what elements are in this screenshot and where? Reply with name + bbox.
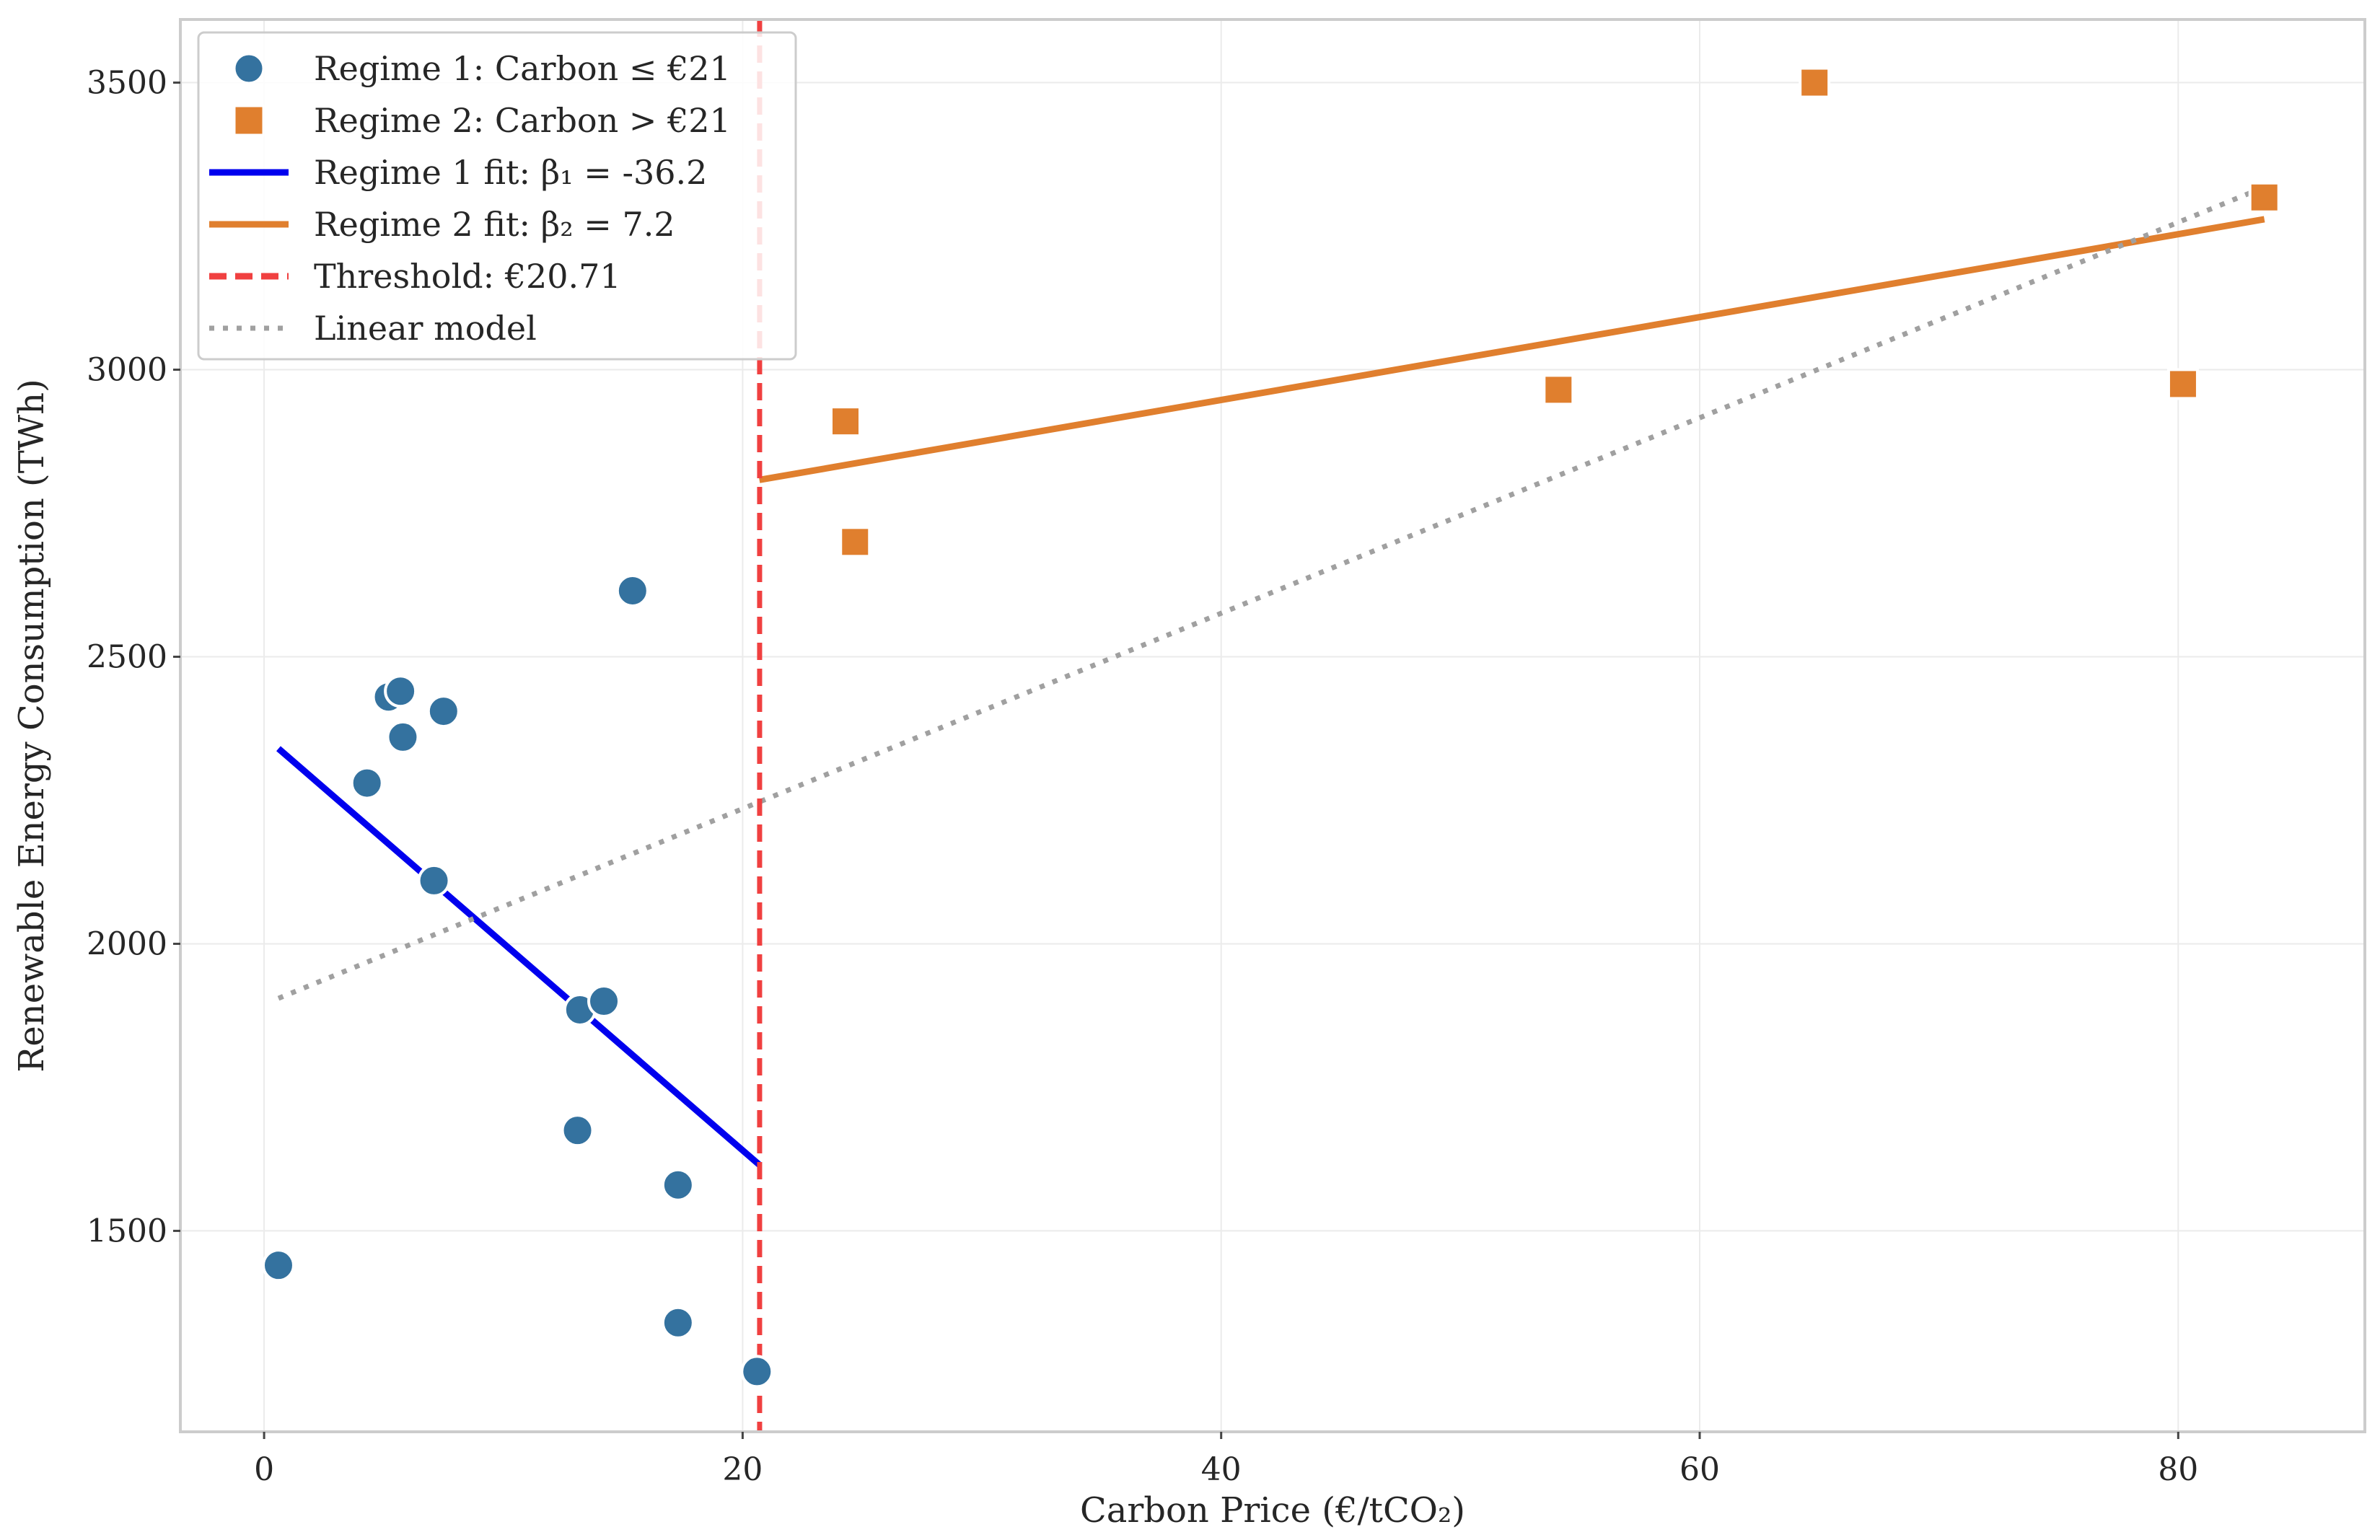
x-tick-label: 40 [1201,1451,1242,1488]
regime-1-point [563,1115,593,1145]
legend-label: Regime 1 fit: β₁ = -36.2 [314,153,707,192]
regime-1-point [589,986,619,1016]
regime-1-point [419,866,449,896]
regime-1-point [385,676,416,706]
regime-1-point [618,576,648,606]
x-tick-label: 60 [1679,1451,1720,1488]
y-tick-label: 3000 [87,352,167,389]
regime-1-point [663,1170,693,1200]
legend-label: Regime 2 fit: β₂ = 7.2 [314,205,675,244]
x-tick-label: 0 [254,1451,274,1488]
regime-1-point [742,1356,772,1386]
legend-label: Linear model [314,309,537,348]
legend: Regime 1: Carbon ≤ €21 Regime 2: Carbon >… [198,32,796,359]
y-axis-label: Renewable Energy Consumption (TWh) [12,379,52,1072]
legend-label: Threshold: €20.71 [314,257,621,296]
regime-2-point [831,407,860,436]
y-tick-label: 2000 [87,925,167,962]
legend-marker-regime-2 [234,106,263,135]
regime-1-point [663,1308,693,1338]
regime-2-point [1544,375,1573,404]
regime-1-point [387,722,418,752]
regime-1-point [429,696,459,726]
x-tick-label: 20 [722,1451,763,1488]
regime-1-point [352,768,382,798]
regime-1-point [263,1250,294,1280]
legend-label: Regime 2: Carbon > €21 [314,101,731,140]
y-tick-label: 1500 [87,1213,167,1249]
regime-2-point [2169,369,2197,398]
legend-marker-regime-1 [234,54,263,83]
regime-2-point [840,527,869,556]
legend-label: Regime 1: Carbon ≤ €21 [314,49,731,88]
x-axis-label: Carbon Price (€/tCO₂) [1080,1490,1465,1531]
y-tick-label: 2500 [87,638,167,675]
regime-2-point [2250,183,2279,212]
y-tick-label: 3500 [87,65,167,102]
regime-2-point [1800,69,1829,97]
chart: 0 20 40 60 80 1500 2000 2500 3000 3500 Carbon Pri… [0,0,2380,1540]
x-tick-label: 80 [2158,1451,2198,1488]
